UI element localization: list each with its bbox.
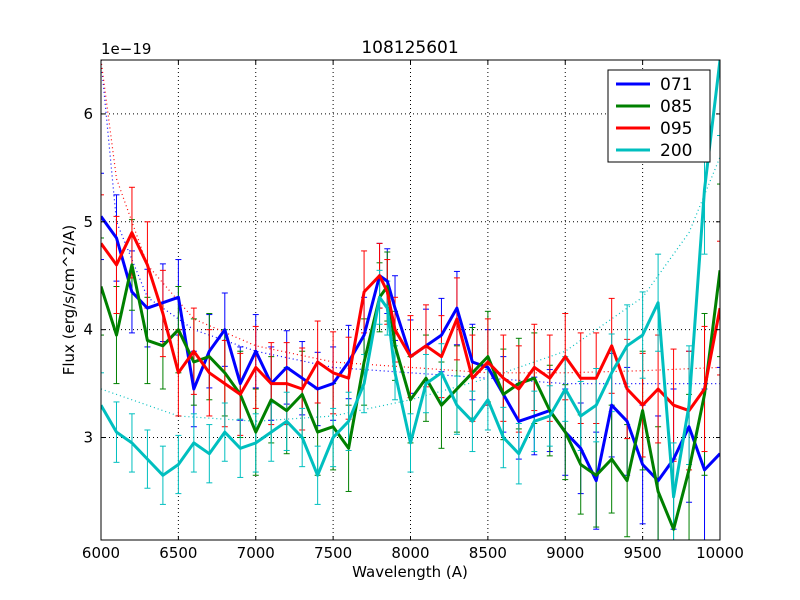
legend-label-095: 095	[660, 119, 692, 139]
series-line-095	[101, 231, 720, 413]
y-axis-label: Flux (erg/s/cm^2/A)	[60, 225, 78, 376]
x-axis-label: Wavelength (A)	[352, 563, 468, 581]
fit-curve-071	[101, 60, 720, 385]
x-tick-label: 6500	[159, 544, 197, 562]
chart-title: 108125601	[361, 38, 458, 58]
legend-label-071: 071	[660, 75, 692, 95]
legend-label-085: 085	[660, 97, 692, 117]
y-tick-label: 6	[83, 105, 93, 123]
x-tick-label: 6000	[82, 544, 120, 562]
series-lines	[101, 60, 720, 531]
axis-ticks: 6000 6500 7000 7500 8000 8500 9000 9500 10000 3 4 5…	[82, 60, 744, 562]
x-tick-label: 8500	[469, 544, 507, 562]
y-axis-multiplier: 1e−19	[101, 40, 151, 58]
y-tick-label: 5	[83, 213, 93, 231]
fit-curve-095	[101, 60, 720, 374]
x-tick-label: 7500	[314, 544, 352, 562]
x-tick-label: 9000	[546, 544, 584, 562]
x-tick-label: 10000	[696, 544, 744, 562]
series-line-200	[101, 60, 720, 499]
legend-label-200: 200	[660, 141, 692, 161]
x-tick-label: 8000	[391, 544, 429, 562]
y-tick-label: 3	[83, 429, 93, 447]
series-line-085	[101, 263, 720, 531]
x-tick-label: 7000	[237, 544, 275, 562]
y-tick-label: 4	[83, 321, 93, 339]
x-tick-label: 9500	[624, 544, 662, 562]
